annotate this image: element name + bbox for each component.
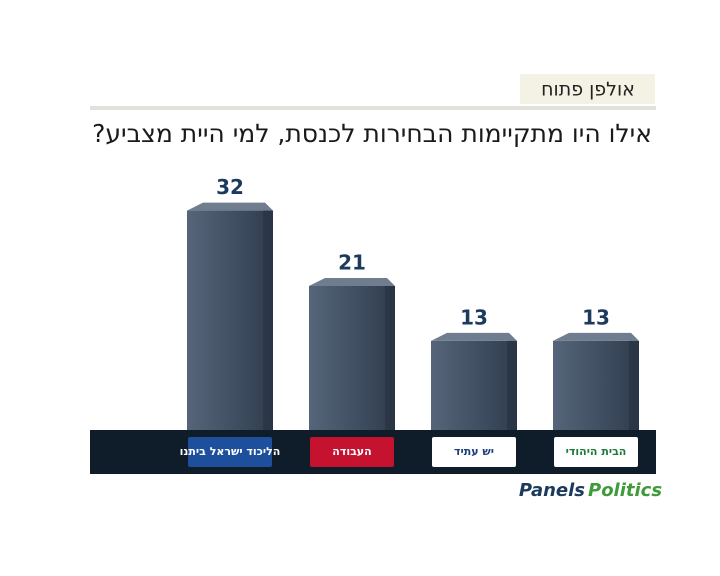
bar — [553, 340, 639, 430]
bar — [187, 210, 273, 430]
bar-cap — [309, 278, 395, 286]
brand-second: Politics — [588, 480, 662, 501]
brand-first: Panels — [519, 480, 585, 501]
x-tick-label: יש עתיד — [454, 445, 494, 458]
tab-box — [520, 74, 655, 104]
tab-label: אולפן פתוח — [541, 79, 635, 101]
party-logo — [432, 437, 516, 467]
panel-rule — [90, 106, 656, 110]
bar — [431, 340, 517, 430]
bar-side — [629, 340, 639, 430]
value-label: 32 — [216, 175, 244, 199]
party-logo — [188, 437, 272, 467]
x-tick-label: העבודה — [332, 445, 371, 458]
party-logo — [554, 437, 638, 467]
x-tick-label: הליכוד ישראל ביתנו — [180, 445, 281, 458]
bar — [309, 286, 395, 430]
chart-title: אילו היו מתקיימות הבחירות לכנסת, למי היי… — [92, 119, 652, 148]
bar-side — [507, 340, 517, 430]
bar-cap — [553, 332, 639, 341]
party-logo — [310, 437, 394, 467]
bar-cap — [187, 202, 273, 211]
value-label: 13 — [460, 305, 488, 329]
bar-cap — [431, 332, 517, 341]
bar-side — [385, 286, 395, 430]
bar-side — [263, 210, 273, 430]
value-label: 21 — [338, 251, 366, 275]
x-tick-label: הבית היהודי — [566, 445, 627, 458]
value-label: 13 — [582, 305, 610, 329]
